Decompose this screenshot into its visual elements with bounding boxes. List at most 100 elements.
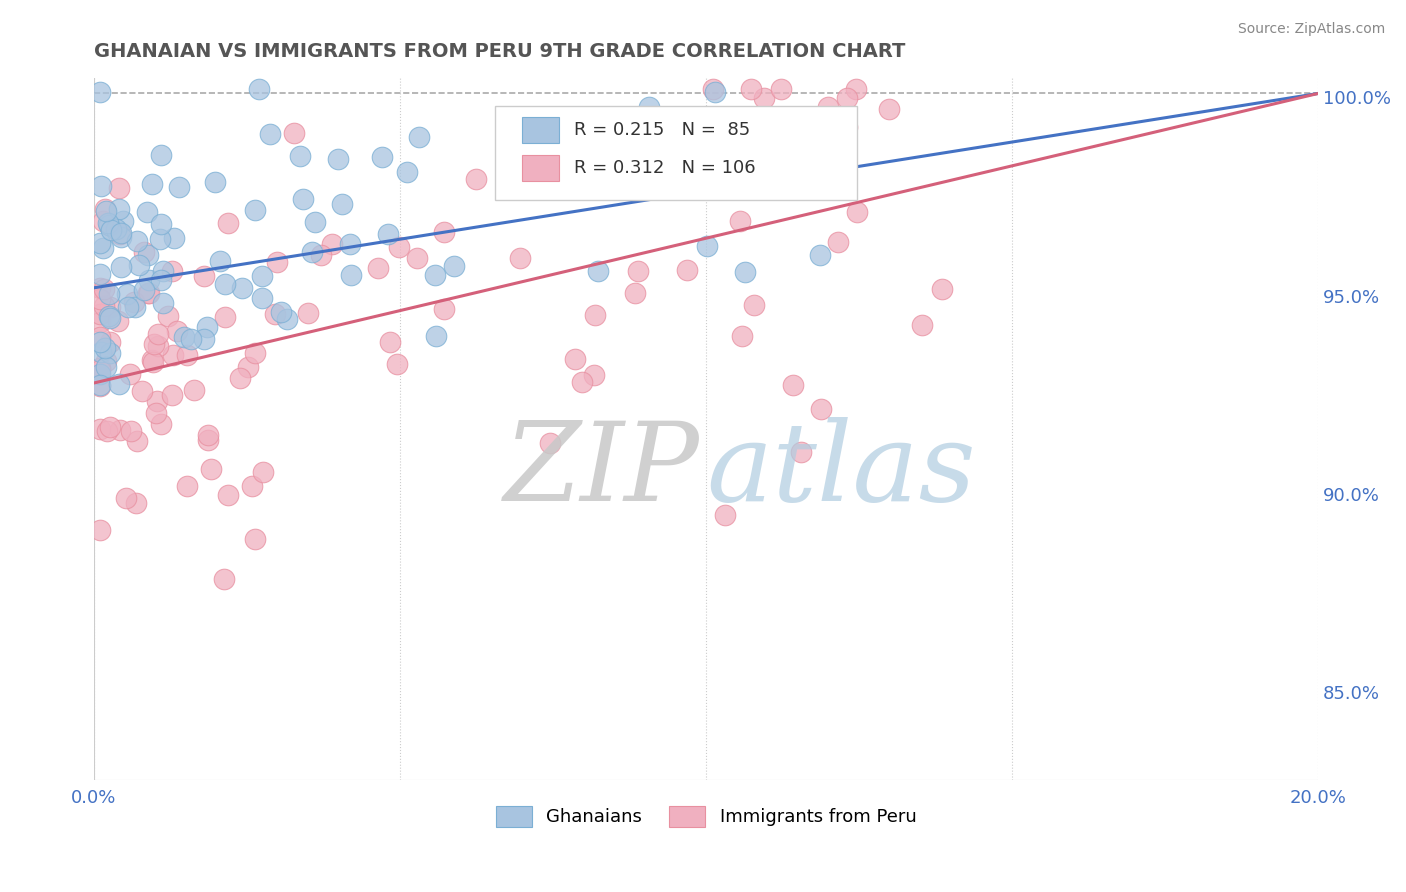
Point [696,239,718,253]
Point [124,300,146,314]
Point [138,285,160,300]
Point [150,217,173,231]
Point [425,329,447,343]
Point [214,310,236,324]
Point [89,330,111,344]
Point [837,91,859,105]
Point [231,280,253,294]
Point [110,230,132,244]
Point [197,428,219,442]
Point [110,260,132,274]
Point [97,216,120,230]
Point [98,335,121,350]
Point [111,214,134,228]
Point [583,308,606,322]
Point [93,282,115,296]
Point [98,420,121,434]
Point [108,227,131,242]
Point [214,277,236,291]
Point [97,309,120,323]
Point [240,478,263,492]
Point [782,378,804,392]
Point [714,508,737,522]
Text: atlas: atlas [706,417,976,524]
Point [197,433,219,447]
Point [108,424,131,438]
Point [297,306,319,320]
Point [810,402,832,417]
Point [288,149,311,163]
Point [810,247,832,261]
Point [89,268,111,282]
Point [624,286,647,301]
Point [163,230,186,244]
Point [162,348,184,362]
Point [229,371,252,385]
Point [245,202,267,217]
Point [117,287,139,301]
Point [93,299,115,313]
Point [108,202,131,216]
Point [120,367,142,381]
Point [98,310,121,325]
Point [537,164,560,178]
Point [243,533,266,547]
Point [141,352,163,367]
Point [217,216,239,230]
Point [752,90,775,104]
Point [93,241,115,255]
Point [131,384,153,398]
Point [204,175,226,189]
Point [136,205,159,219]
Text: R = 0.215   N =  85: R = 0.215 N = 85 [574,121,749,139]
Point [827,235,849,250]
Point [538,436,561,450]
Point [125,235,148,249]
Point [395,165,418,179]
Point [378,334,401,349]
Bar [523,117,560,144]
Point [371,150,394,164]
Point [162,263,184,277]
Point [117,300,139,314]
Point [98,346,121,360]
Point [176,479,198,493]
Point [877,102,900,116]
Point [266,254,288,268]
Point [283,126,305,140]
Point [911,318,934,332]
Point [160,388,183,402]
Point [571,375,593,389]
Point [304,215,326,229]
Text: GHANAIAN VS IMMIGRANTS FROM PERU 9TH GRADE CORRELATION CHART: GHANAIAN VS IMMIGRANTS FROM PERU 9TH GRA… [94,42,905,61]
Point [250,268,273,283]
Point [388,239,411,253]
Point [713,111,735,125]
Point [247,82,270,96]
Point [326,152,349,166]
Point [728,214,751,228]
Text: R = 0.312   N = 106: R = 0.312 N = 106 [574,159,755,177]
Bar [523,154,560,181]
Point [89,281,111,295]
Point [259,127,281,141]
Point [408,129,430,144]
Point [183,383,205,397]
Point [100,222,122,236]
Point [97,218,120,232]
Point [89,377,111,392]
Point [110,226,132,240]
Point [104,222,127,236]
Point [731,329,754,343]
Point [136,248,159,262]
Point [835,120,858,135]
Point [250,291,273,305]
Point [583,368,606,382]
Point [678,176,700,190]
Point [678,112,700,126]
Point [236,359,259,374]
Point [134,283,156,297]
Point [443,259,465,273]
Point [740,82,762,96]
Point [270,304,292,318]
